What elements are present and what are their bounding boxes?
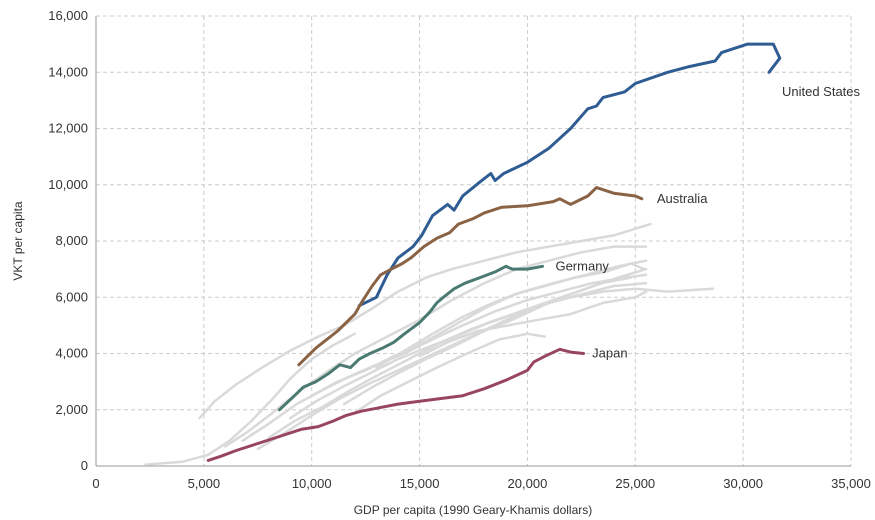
y-tick-label: 8,000 bbox=[55, 233, 88, 248]
y-tick-label: 6,000 bbox=[55, 289, 88, 304]
background-series-line bbox=[198, 222, 652, 420]
x-tick-label: 30,000 bbox=[723, 476, 763, 491]
y-tick-label: 10,000 bbox=[48, 177, 88, 192]
background-series-line bbox=[224, 245, 648, 448]
y-tick-label: 14,000 bbox=[48, 64, 88, 79]
series-line-united-states bbox=[357, 42, 782, 308]
x-tick-label: 15,000 bbox=[400, 476, 440, 491]
background-series-line bbox=[375, 259, 648, 369]
y-tick-label: 12,000 bbox=[48, 121, 88, 136]
background-series-line bbox=[267, 287, 715, 440]
x-axis-title: GDP per capita (1990 Geary-Khamis dollar… bbox=[354, 503, 593, 517]
y-axis-title: VKT per capita bbox=[11, 201, 25, 280]
background-series-line bbox=[310, 262, 646, 397]
series-label-united-states: United States bbox=[782, 84, 861, 99]
series-line-australia bbox=[297, 186, 644, 367]
y-tick-label: 0 bbox=[81, 458, 88, 473]
series-label-australia: Australia bbox=[657, 191, 708, 206]
series-label-japan: Japan bbox=[592, 346, 627, 361]
y-tick-label: 16,000 bbox=[48, 8, 88, 23]
background-series-line bbox=[342, 276, 633, 406]
series-line-japan bbox=[206, 347, 585, 462]
x-tick-labels: 0 5,000 10,000 15,000 20,000 25,000 30,000 35,0… bbox=[92, 476, 871, 491]
axes bbox=[95, 16, 851, 467]
series-label-germany: Germany bbox=[555, 258, 609, 273]
x-tick-label: 5,000 bbox=[188, 476, 221, 491]
background-series-line bbox=[353, 332, 546, 414]
y-tick-labels: 0 2,000 4,000 6,000 8,000 10,000 12,000 14,000 1… bbox=[48, 8, 88, 473]
y-tick-label: 4,000 bbox=[55, 346, 88, 361]
background-series-line bbox=[241, 273, 648, 442]
x-tick-label: 0 bbox=[92, 476, 99, 491]
y-tick-label: 2,000 bbox=[55, 402, 88, 417]
grid bbox=[96, 15, 852, 466]
series-labels: United States Australia Germany Japan bbox=[555, 84, 860, 361]
series-line-germany bbox=[277, 264, 544, 412]
x-tick-label: 20,000 bbox=[508, 476, 548, 491]
background-series-line bbox=[144, 332, 357, 466]
x-tick-label: 35,000 bbox=[831, 476, 871, 491]
background-series-group bbox=[144, 222, 715, 466]
background-series-line bbox=[418, 290, 648, 358]
highlighted-series-group bbox=[206, 42, 782, 462]
x-tick-label: 25,000 bbox=[615, 476, 655, 491]
x-tick-label: 10,000 bbox=[292, 476, 332, 491]
